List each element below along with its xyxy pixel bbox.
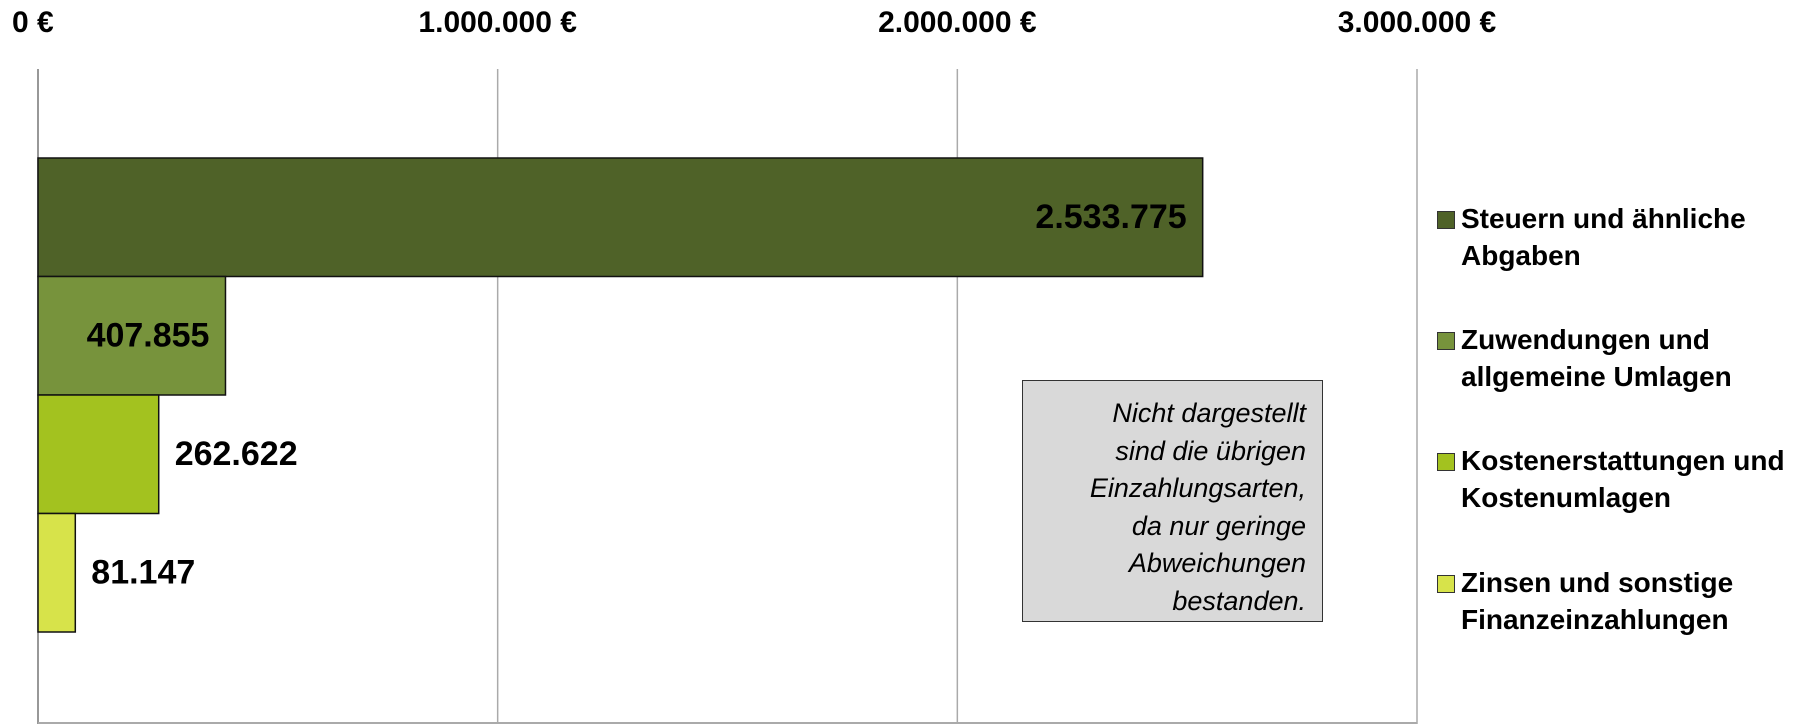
x-tick-label: 2.000.000 € xyxy=(878,6,1037,39)
legend-label: Steuern und ähnliche Abgaben xyxy=(1461,203,1746,271)
legend-item: Zinsen und sonstige Finanzeinzahlungen xyxy=(1437,564,1792,638)
annotation-box: Nicht dargestellt sind die übrigen Einzahl… xyxy=(1022,380,1323,622)
legend-item: Zuwendungen und allgemeine Umlagen xyxy=(1437,321,1792,395)
bar xyxy=(37,512,77,633)
legend-label: Kostenerstattungen und Kostenumlagen xyxy=(1461,445,1785,513)
data-label: 407.855 xyxy=(87,317,210,355)
data-label: 262.622 xyxy=(175,435,298,473)
legend-swatch xyxy=(1437,575,1455,593)
x-tick-label: 1.000.000 € xyxy=(418,6,577,39)
data-label: 2.533.775 xyxy=(1035,198,1186,236)
annotation-line: Einzahlungsarten, xyxy=(1089,473,1306,503)
annotation-line: da nur geringe xyxy=(1131,510,1306,541)
bar xyxy=(37,275,227,396)
legend-item: Kostenerstattungen und Kostenumlagen xyxy=(1437,442,1792,516)
legend-label: Zinsen und sonstige Finanzeinzahlungen xyxy=(1461,567,1734,635)
bar xyxy=(37,394,160,515)
annotation-line: sind die übrigen xyxy=(1115,435,1306,466)
legend-swatch xyxy=(1437,332,1455,350)
legend-swatch xyxy=(1437,211,1455,229)
annotation-line: Abweichungen xyxy=(1128,548,1306,578)
data-label: 81.147 xyxy=(91,554,195,592)
annotation-line: Nicht dargestellt xyxy=(1112,398,1306,428)
legend-item: Steuern und ähnliche Abgaben xyxy=(1437,200,1792,274)
bar xyxy=(37,157,1204,278)
x-tick-label: 0 € xyxy=(12,6,54,39)
annotation-line: bestanden. xyxy=(1172,585,1306,616)
x-tick-label: 3.000.000 € xyxy=(1338,6,1497,39)
legend-label: Zuwendungen und allgemeine Umlagen xyxy=(1461,324,1732,392)
legend-swatch xyxy=(1437,453,1455,471)
